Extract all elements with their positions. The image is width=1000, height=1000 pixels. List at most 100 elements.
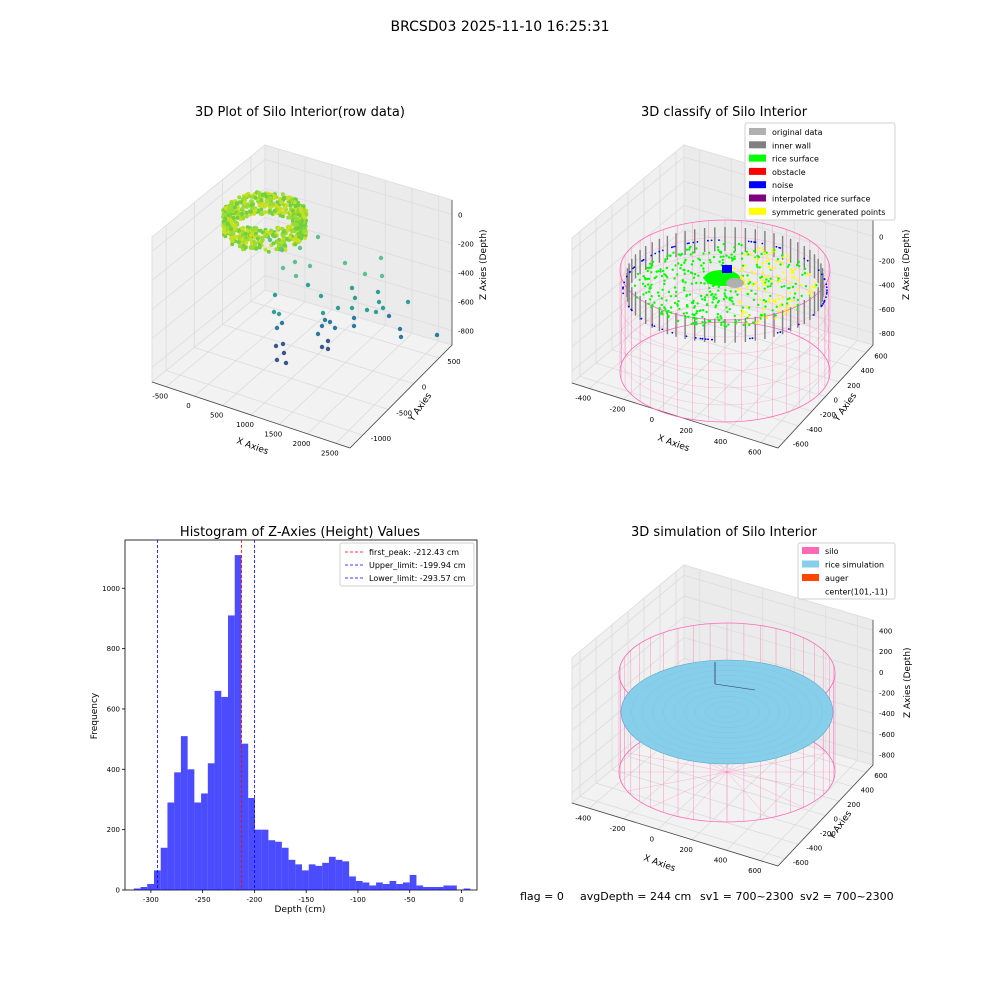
grid-line [579, 375, 785, 442]
sim-title: 3D simulation of Silo Interior [631, 525, 818, 540]
y-tick-label: 200 [847, 382, 860, 390]
raw-point [264, 233, 269, 238]
rice-surface-point [695, 281, 698, 285]
raw-point [375, 289, 381, 295]
legend-label: Lower_limit: -293.57 cm [369, 574, 466, 583]
raw-point [274, 247, 279, 252]
raw-point [255, 236, 260, 241]
symmetric-point [786, 306, 790, 309]
legend-label: symmetric generated points [772, 208, 885, 217]
symmetric-point [771, 248, 774, 251]
rice-surface-point [683, 272, 686, 275]
rice-surface-point [650, 306, 653, 309]
noise-point [710, 239, 713, 242]
symmetric-point [739, 288, 742, 291]
grid-line [683, 574, 874, 631]
symmetric-point [751, 284, 754, 287]
symmetric-point [794, 268, 797, 271]
rice-surface-point [657, 270, 660, 273]
grid-line [579, 795, 785, 860]
y-tick-label: -200 [820, 830, 836, 838]
noise-point [651, 324, 654, 326]
rice-surface-point [730, 253, 733, 256]
raw-point [297, 239, 302, 244]
symmetric-point [750, 252, 753, 256]
raw-point [248, 209, 253, 214]
rice-mesh-ring [631, 665, 823, 759]
grid-line [194, 347, 389, 410]
rice-surface-point [769, 277, 772, 280]
symmetric-point [743, 282, 746, 286]
raw-point [262, 210, 267, 215]
rice-surface-point [692, 299, 695, 303]
hist-bar [443, 885, 451, 890]
rice-surface-point [757, 255, 760, 259]
raw-point [243, 245, 248, 250]
rice-surface-point [703, 296, 707, 299]
rice-surface-point [660, 274, 664, 278]
raw-point [229, 207, 234, 211]
rice-surface-point [638, 278, 641, 281]
rice-surface-point [793, 292, 797, 295]
rice-surface-point [699, 294, 703, 298]
hist-bar [248, 797, 255, 890]
raw-point [287, 235, 292, 240]
symmetric-point [740, 314, 743, 317]
noise-point [775, 245, 778, 248]
grid-line [165, 293, 279, 388]
y-tick-label: 800 [107, 645, 120, 653]
rice-surface-point [730, 256, 733, 260]
rice-surface-point [733, 246, 736, 249]
rice-surface-point [689, 253, 692, 256]
rice-surface-point [647, 277, 651, 280]
raw-point [302, 223, 307, 228]
rice-surface-point [749, 281, 752, 284]
raw-point [254, 246, 259, 251]
legend-swatch [749, 194, 766, 202]
noise-point [633, 266, 636, 269]
rice-surface-point [720, 323, 723, 326]
grid-line [683, 637, 874, 693]
noise-point [751, 337, 754, 340]
noise-point [825, 293, 828, 295]
symmetric-point [813, 286, 817, 289]
noise-point [821, 273, 823, 276]
rice-surface-point [695, 247, 698, 250]
raw-point [307, 263, 313, 269]
grid-line [595, 362, 799, 427]
hist-bar [322, 862, 329, 890]
rice-surface-point [691, 272, 694, 275]
y-tick-label: 0 [422, 384, 426, 392]
raw-point [352, 295, 358, 301]
rice-surface-point [742, 323, 745, 327]
hist-bar [268, 840, 276, 890]
rice-surface-point [719, 255, 722, 258]
symmetric-point [781, 296, 785, 300]
rice-surface-point [642, 274, 645, 278]
y-tick-label: 0 [116, 887, 120, 895]
x-tick-label: -100 [350, 896, 366, 904]
symmetric-point [755, 248, 759, 252]
rice-surface-point [709, 261, 712, 264]
raw-point [379, 273, 385, 279]
rice-surface-point [702, 270, 705, 273]
raw-point [267, 209, 272, 213]
rice-surface-point [677, 262, 680, 265]
rice-surface-point [690, 282, 693, 285]
hist-bar [140, 886, 148, 890]
symmetric-point [786, 310, 790, 313]
rice-surface-point [633, 284, 637, 287]
symmetric-point [811, 285, 814, 288]
z-tick-label: 0 [879, 233, 883, 241]
grid-line [571, 616, 685, 711]
rice-surface-point [771, 309, 774, 312]
noise-point [826, 291, 828, 294]
symmetric-point [758, 247, 762, 250]
grid-line [151, 275, 266, 368]
raw-xlabel: X Axies [235, 436, 270, 457]
raw-point [226, 222, 230, 227]
raw-point [293, 226, 298, 231]
raw-point [315, 331, 321, 337]
x-tick-label: 400 [714, 856, 727, 864]
symmetric-point [753, 257, 757, 260]
